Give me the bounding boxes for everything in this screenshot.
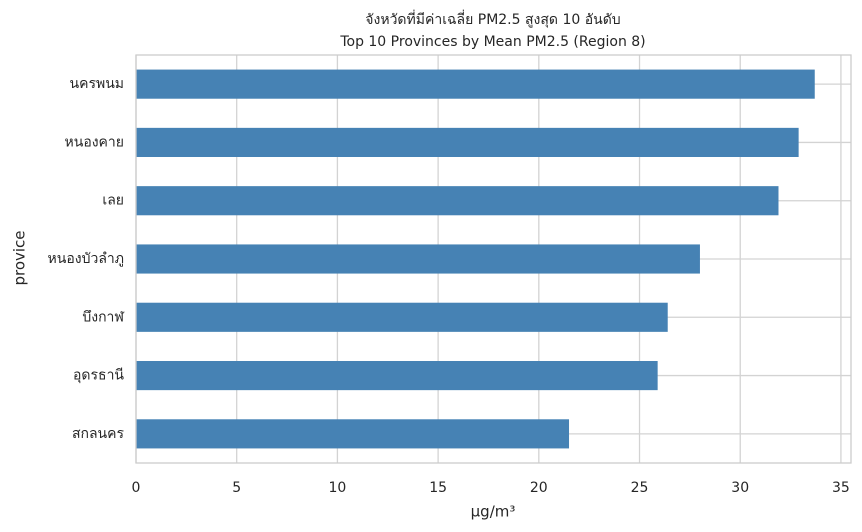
x-axis-label: μg/m³ <box>471 503 516 521</box>
y-tick-label: นครพนม <box>70 76 124 92</box>
bar <box>136 244 700 274</box>
bar <box>136 69 815 99</box>
y-tick-label: สกลนคร <box>72 426 125 442</box>
bar <box>136 127 799 157</box>
chart-title: จังหวัดที่มีค่าเฉลี่ย PM2.5 สูงสุด 10 อั… <box>365 10 620 28</box>
bar <box>136 186 779 216</box>
x-tick-label: 0 <box>132 480 141 496</box>
x-tick-label: 5 <box>232 480 241 496</box>
bar <box>136 419 570 449</box>
y-tick-label: บึงกาฬ <box>82 309 124 325</box>
bar <box>136 361 658 391</box>
x-tick-label: 10 <box>328 480 346 496</box>
y-tick-label: หนองคาย <box>65 134 124 150</box>
y-axis-label: provice <box>11 230 29 285</box>
chart-subtitle: Top 10 Provinces by Mean PM2.5 (Region 8… <box>339 34 645 50</box>
x-tick-label: 35 <box>832 480 850 496</box>
y-tick-label: หนองบัวลำภู <box>48 251 124 267</box>
y-tick-label: เลย <box>102 193 124 209</box>
x-tick-label: 25 <box>631 480 649 496</box>
y-tick-label: อุดรธานี <box>73 368 124 384</box>
plot-frame <box>135 54 852 464</box>
bar <box>136 302 668 332</box>
x-tick-label: 30 <box>731 480 749 496</box>
x-tick-label: 20 <box>530 480 548 496</box>
x-tick-label: 15 <box>429 480 447 496</box>
